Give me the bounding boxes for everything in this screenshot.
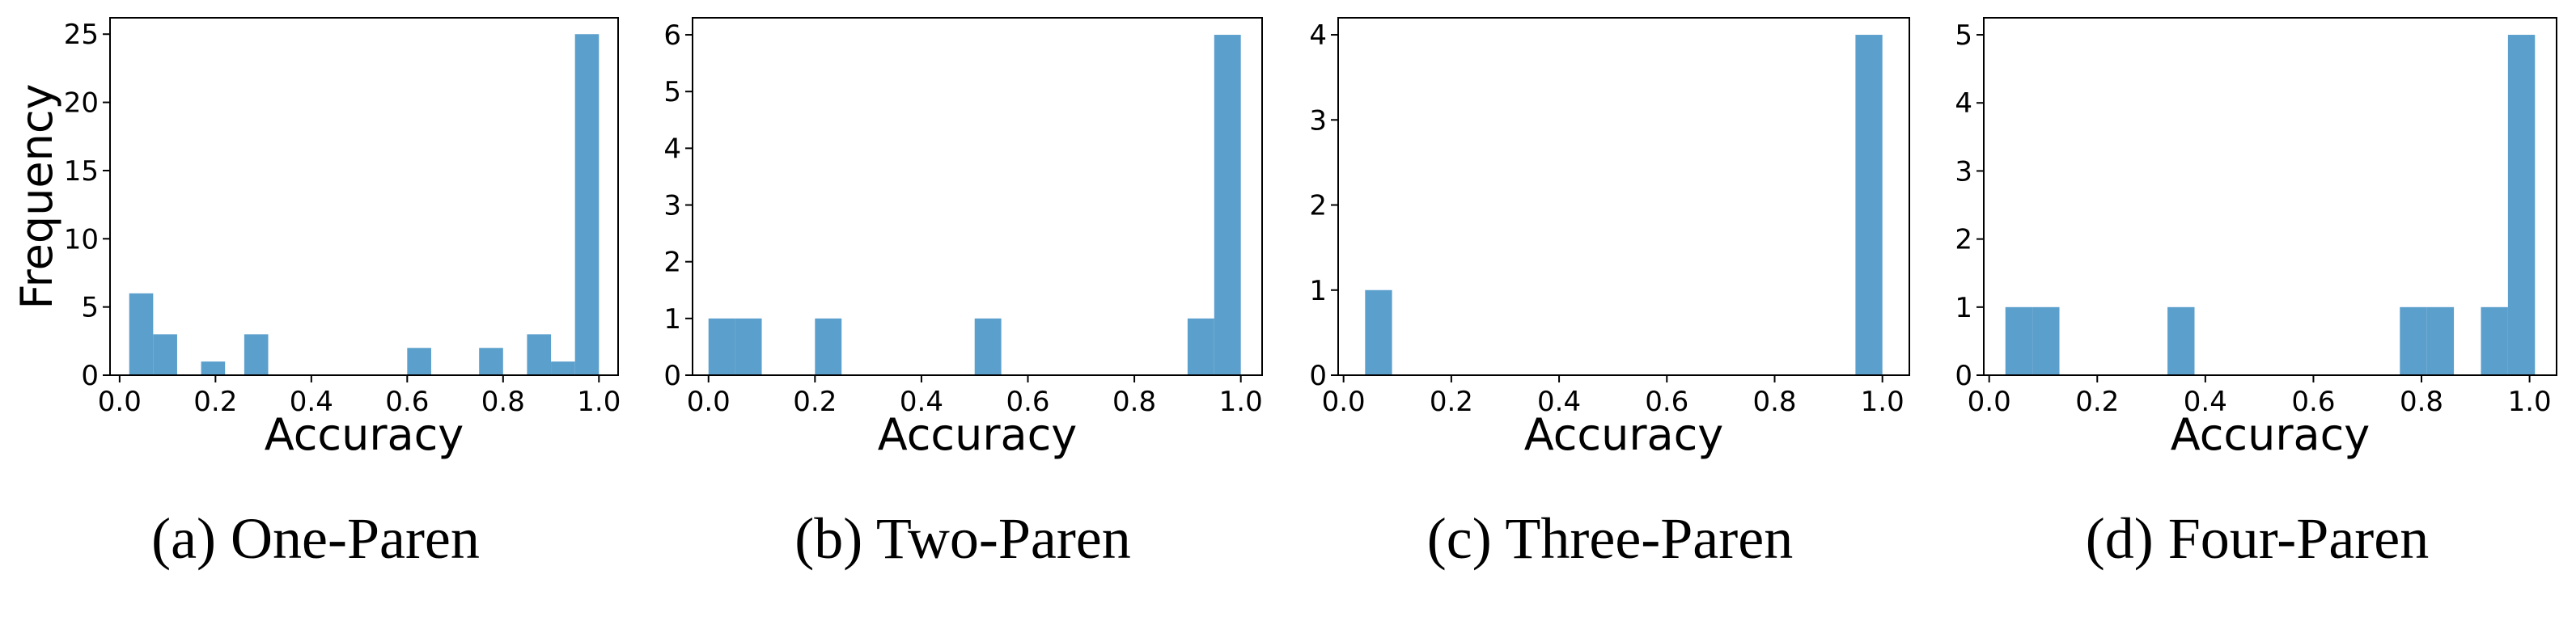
histogram-bar	[708, 318, 735, 375]
y-tick-label: 15	[64, 155, 99, 188]
y-tick-label: 4	[1309, 19, 1327, 52]
plot-frame	[1337, 17, 1910, 376]
histogram-bar	[527, 334, 552, 375]
histogram-bar	[1187, 318, 1214, 375]
histogram-bar	[2400, 306, 2427, 375]
x-tick-label: 1.0	[1219, 386, 1263, 418]
y-tick-label: 4	[663, 133, 681, 165]
y-tick-label: 1	[663, 303, 681, 336]
x-tick-label: 0.6	[1006, 386, 1049, 418]
caption-one-paren: (a) One-Paren	[151, 506, 480, 571]
y-tick-label: 1	[1955, 292, 1972, 324]
y-tick-label: 6	[663, 19, 681, 52]
histogram-bar	[2032, 306, 2060, 375]
histogram-bar	[551, 361, 575, 375]
plot-frame	[1983, 17, 2557, 376]
y-tick-label: 2	[663, 247, 681, 279]
histogram-bar	[735, 318, 762, 375]
y-tick-label: 3	[1309, 104, 1327, 137]
y-tick-label: 3	[663, 190, 681, 222]
y-tick-label: 10	[64, 223, 99, 256]
histogram-bar	[974, 318, 1002, 375]
y-tick-label: 5	[81, 292, 99, 324]
x-axis-label: Accuracy	[1524, 409, 1724, 460]
histogram-bar	[815, 318, 842, 375]
histogram-bar	[1365, 289, 1392, 375]
histogram-bar	[201, 361, 226, 375]
caption-two-paren: (b) Two-Paren	[794, 506, 1131, 571]
y-tick-label: 5	[663, 76, 681, 108]
x-tick-label: 0.8	[1112, 386, 1156, 418]
histogram-bar	[244, 334, 269, 375]
plot-frame	[692, 17, 1263, 376]
x-tick-label: 0.0	[98, 386, 142, 418]
y-tick-label: 0	[1955, 360, 1972, 392]
panel-one-paren: 0.0 0.2 0.4 0.6 0.8 1.0 0 5 10 15 20 25 Accuracy Freq…	[11, 17, 621, 460]
y-tick-label: 0	[81, 360, 99, 392]
panel-four-paren: 0.0 0.2 0.4 0.6 0.8 1.0 0 1 2 3 4 5 Accuracy	[1955, 17, 2557, 460]
x-axis-label: Accuracy	[265, 409, 464, 460]
x-tick-label: 0.2	[1430, 386, 1473, 418]
y-tick-label: 3	[1955, 155, 1972, 188]
x-tick-label: 0.4	[290, 386, 333, 418]
plot-frame	[109, 17, 619, 376]
x-tick-label: 0.6	[2291, 386, 2335, 418]
histogram-bar	[2507, 35, 2536, 376]
panel-three-paren: 0.0 0.2 0.4 0.6 0.8 1.0 0 1 2 3 4 Accuracy	[1309, 17, 1910, 460]
histogram-bar	[2005, 306, 2033, 375]
caption-four-paren: (d) Four-Paren	[2086, 506, 2429, 571]
x-axis-label: Accuracy	[878, 409, 1078, 460]
x-tick-label: 1.0	[577, 386, 621, 418]
y-tick-label: 0	[1309, 360, 1327, 392]
y-tick-label: 1	[1309, 275, 1327, 307]
histogram-bar	[479, 348, 503, 375]
y-tick-label: 0	[663, 360, 681, 392]
histogram-bar	[1214, 35, 1241, 376]
histogram-bar	[2426, 306, 2455, 375]
x-tick-label: 0.6	[385, 386, 429, 418]
x-tick-label: 0.8	[1752, 386, 1796, 418]
x-tick-label: 0.2	[193, 386, 237, 418]
x-tick-label: 0.2	[793, 386, 837, 418]
histogram-bar	[153, 334, 177, 375]
x-tick-label: 0.0	[1322, 386, 1366, 418]
x-tick-label: 0.4	[2184, 386, 2227, 418]
x-tick-label: 0.8	[2400, 386, 2443, 418]
x-tick-label: 0.0	[1968, 386, 2011, 418]
x-axis-label: Accuracy	[2171, 409, 2371, 460]
x-tick-label: 0.6	[1645, 386, 1688, 418]
y-tick-label: 20	[64, 87, 99, 120]
x-tick-label: 0.8	[481, 386, 525, 418]
y-tick-label: 4	[1955, 87, 1972, 120]
histogram-bar	[129, 293, 154, 375]
x-tick-label: 0.0	[687, 386, 731, 418]
histogram-bar	[2167, 306, 2195, 375]
y-tick-label: 5	[1955, 19, 1972, 52]
y-axis-label: Frequency	[11, 84, 62, 310]
histogram-bar	[407, 348, 431, 375]
y-tick-label: 2	[1309, 190, 1327, 222]
caption-three-paren: (c) Three-Paren	[1427, 506, 1793, 571]
x-tick-label: 0.2	[2075, 386, 2119, 418]
x-tick-label: 1.0	[1861, 386, 1904, 418]
x-tick-label: 0.4	[900, 386, 943, 418]
histogram-bar	[1855, 35, 1883, 376]
histogram-bar	[2481, 306, 2508, 375]
y-tick-label: 25	[64, 19, 99, 51]
histogram-bar	[574, 34, 600, 376]
x-tick-label: 0.4	[1537, 386, 1581, 418]
x-tick-label: 1.0	[2508, 386, 2552, 418]
y-tick-label: 2	[1955, 224, 1972, 256]
panel-two-paren: 0.0 0.2 0.4 0.6 0.8 1.0 0 1 2 3 4 5 6 Accuracy	[663, 17, 1263, 460]
